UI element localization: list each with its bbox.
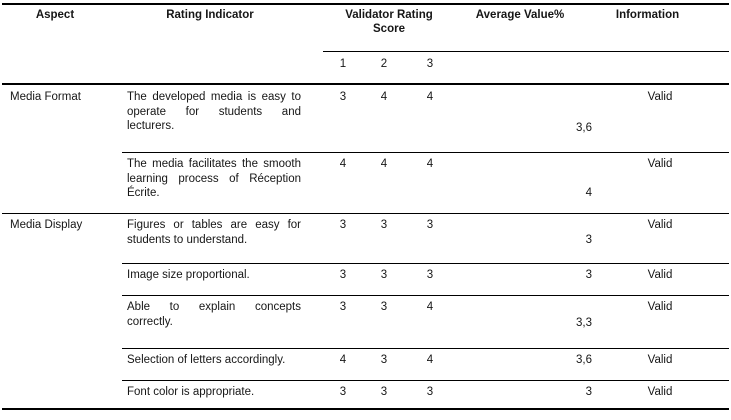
table-row: Font color is appropriate. 3 3 3 3 Valid: [0, 380, 731, 410]
cell-score-3: 3: [426, 269, 434, 281]
cell-rating-indicator: The developed media is easy to operate f…: [127, 90, 301, 134]
indicator-line: learning process of Réception: [127, 172, 301, 185]
col-header-average-value: Average Value%: [475, 9, 565, 21]
col-header-rating-indicator: Rating Indicator: [166, 9, 254, 21]
table-row: Media Format The developed media is easy…: [0, 85, 731, 152]
cell-rating-indicator: Able to explain concepts correctly.: [127, 300, 301, 329]
cell-score-1: 4: [339, 158, 347, 170]
cell-information: Valid: [647, 158, 673, 170]
indicator-line: Écrite.: [127, 187, 160, 199]
cell-score-3: 3: [426, 386, 434, 398]
cell-score-3: 4: [426, 354, 434, 366]
cell-rating-indicator: Font color is appropriate.: [127, 385, 301, 400]
indicator-line: students to understand.: [127, 233, 248, 246]
cell-information: Valid: [647, 269, 673, 281]
score-col-header-3: 3: [426, 58, 434, 70]
cell-score-3: 3: [426, 219, 434, 231]
cell-average: 3,3: [576, 317, 592, 329]
row-separator-rule: [122, 152, 729, 153]
cell-score-1: 3: [339, 301, 347, 313]
cell-average: 3: [585, 234, 592, 246]
cell-aspect: Media Display: [10, 219, 83, 231]
table-top-rule: [2, 3, 729, 5]
indicator-line: Able to explain concepts: [127, 301, 301, 313]
table-bottom-rule: [2, 408, 729, 410]
cell-score-3: 4: [426, 158, 434, 170]
cell-average: 3,6: [576, 122, 592, 134]
cell-score-2: 4: [380, 158, 388, 170]
table-row: The media facilitates the smooth learnin…: [0, 152, 731, 213]
cell-score-1: 3: [339, 219, 347, 231]
cell-information: Valid: [647, 219, 673, 231]
section-separator-rule: [2, 213, 729, 214]
cell-average: 4: [585, 187, 592, 199]
indicator-line: Selection of letters accordingly.: [127, 354, 286, 366]
table-row: Image size proportional. 3 3 3 3 Valid: [0, 263, 731, 295]
cell-average: 3: [585, 269, 592, 281]
cell-information: Valid: [647, 301, 673, 313]
table-row: Selection of letters accordingly. 4 3 4 …: [0, 348, 731, 380]
indicator-line: Image size proportional.: [127, 269, 250, 281]
indicator-line: Figures or tables are easy for: [127, 219, 301, 231]
cell-score-1: 3: [339, 386, 347, 398]
cell-score-2: 3: [380, 301, 388, 313]
score-subheader-rule: [323, 51, 729, 52]
indicator-line: operate for students and: [127, 105, 301, 118]
indicator-line: Font color is appropriate.: [127, 386, 255, 398]
indicator-line: The media facilitates the smooth: [127, 158, 301, 170]
cell-information: Valid: [647, 386, 673, 398]
cell-information: Valid: [647, 354, 673, 366]
cell-information: Valid: [647, 91, 673, 103]
row-separator-rule: [122, 295, 729, 296]
score-col-header-2: 2: [380, 58, 388, 70]
cell-score-2: 4: [380, 91, 388, 103]
cell-score-1: 3: [339, 91, 347, 103]
cell-rating-indicator: Selection of letters accordingly.: [127, 353, 301, 368]
col-header-aspect: Aspect: [35, 9, 75, 21]
cell-score-2: 3: [380, 354, 388, 366]
header-bottom-rule: [2, 83, 729, 85]
cell-score-2: 3: [380, 269, 388, 281]
validator-rating-line: Validator Rating: [345, 9, 433, 21]
col-header-validator-rating-score: Validator Rating Score: [330, 8, 448, 36]
table-row: Media Display Figures or tables are easy…: [0, 213, 731, 263]
cell-average: 3: [585, 386, 592, 398]
indicator-line: The developed media is easy to: [127, 91, 301, 103]
table-row: Able to explain concepts correctly. 3 3 …: [0, 295, 731, 348]
row-separator-rule: [122, 380, 729, 381]
cell-score-3: 4: [426, 91, 434, 103]
col-header-information: Information: [615, 9, 680, 21]
score-col-header-1: 1: [339, 58, 347, 70]
cell-score-3: 4: [426, 301, 434, 313]
cell-rating-indicator: The media facilitates the smooth learnin…: [127, 157, 301, 201]
row-separator-rule: [122, 348, 729, 349]
cell-score-1: 3: [339, 269, 347, 281]
row-separator-rule: [122, 263, 729, 264]
cell-score-1: 4: [339, 354, 347, 366]
cell-score-2: 3: [380, 219, 388, 231]
indicator-line: lecturers.: [127, 120, 175, 132]
cell-rating-indicator: Figures or tables are easy for students …: [127, 218, 301, 247]
validator-rating-score-line: Score: [373, 23, 405, 35]
cell-score-2: 3: [380, 386, 388, 398]
cell-rating-indicator: Image size proportional.: [127, 268, 301, 283]
cell-average: 3,6: [576, 354, 592, 366]
indicator-line: correctly.: [127, 315, 173, 328]
cell-aspect: Media Format: [10, 91, 81, 103]
